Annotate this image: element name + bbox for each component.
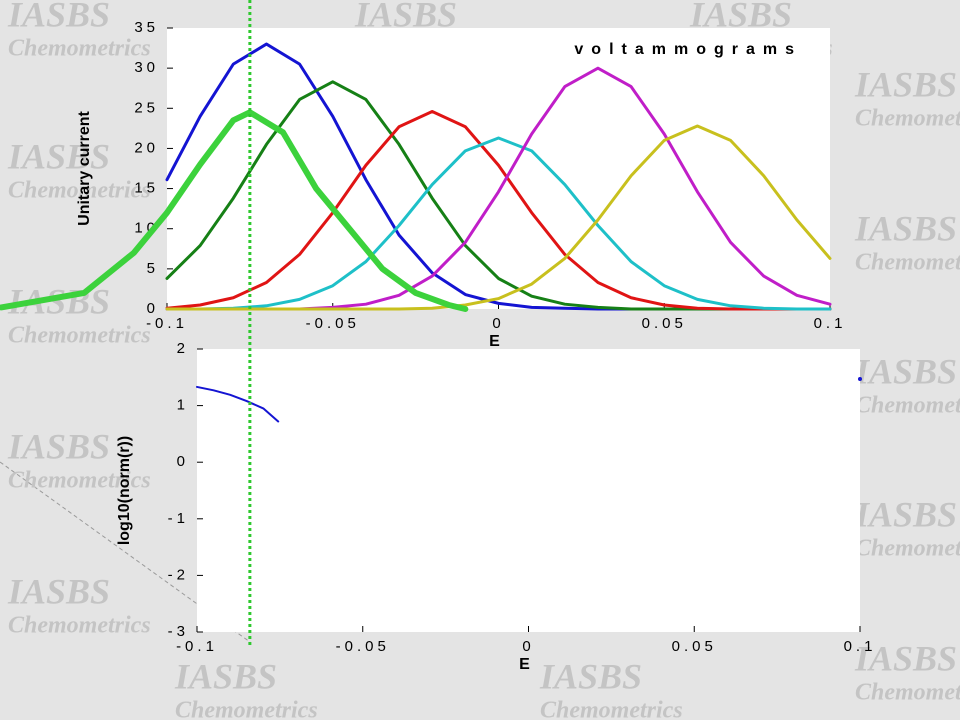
y-axis-label: log10(norm(r)) — [116, 436, 133, 545]
chart-title: voltammograms — [574, 41, 802, 58]
y-axis-label: Unitary current — [76, 110, 93, 225]
x-tick-label: 0.1 — [844, 638, 877, 655]
watermark-name: IASBS — [854, 64, 957, 104]
axes-background — [197, 349, 860, 632]
watermark-name: IASBS — [854, 351, 957, 391]
watermark-subtitle: Chemometrics — [8, 468, 151, 494]
y-tick-label: 20 — [134, 139, 159, 156]
y-tick-label: 0 — [177, 453, 189, 470]
x-tick-label: 0 — [492, 315, 504, 332]
y-tick-label: 35 — [134, 19, 159, 36]
data-point — [858, 376, 862, 381]
y-tick-label: 25 — [134, 99, 159, 116]
y-tick-label: 0 — [147, 300, 159, 317]
y-tick-label: 30 — [134, 59, 159, 76]
watermark-subtitle: Chemometrics — [540, 698, 683, 720]
y-tick-label: 1 — [177, 397, 189, 414]
watermark-name: IASBS — [539, 656, 642, 696]
y-tick-label: -1 — [168, 510, 189, 527]
data-line — [165, 136, 832, 311]
x-tick-label: -0.1 — [176, 638, 218, 655]
watermark-name: IASBS — [854, 638, 957, 678]
x-axis-label: E — [489, 333, 500, 350]
watermark-subtitle: Chemometrics — [855, 106, 960, 132]
watermark-subtitle: Chemometrics — [855, 536, 960, 562]
x-tick-label: -0.05 — [336, 638, 390, 655]
data-line — [165, 109, 832, 311]
watermark-subtitle: Chemometrics — [855, 250, 960, 276]
y-tick-label: -2 — [168, 566, 189, 583]
x-tick-label: 0 — [522, 638, 534, 655]
watermark-name: IASBS — [174, 656, 277, 696]
watermark-subtitle: Chemometrics — [855, 680, 960, 706]
watermark-subtitle: Chemometrics — [8, 36, 151, 62]
watermark-name: IASBS — [7, 0, 110, 34]
watermark-name: IASBS — [7, 136, 110, 176]
background-dashed-line — [0, 461, 251, 643]
y-tick-label: 2 — [177, 340, 189, 357]
axes-background — [167, 28, 830, 309]
y-tick-label: 5 — [147, 260, 159, 277]
watermark-name: IASBS — [7, 571, 110, 611]
watermark-subtitle: Chemometrics — [8, 323, 151, 349]
y-tick-label: -3 — [168, 623, 189, 640]
watermark-name: IASBS — [854, 208, 957, 248]
data-line — [0, 109, 469, 312]
watermark-subtitle: Chemometrics — [175, 698, 318, 720]
watermark-subtitle: Chemometrics — [8, 613, 151, 639]
y-tick-label: 15 — [134, 180, 159, 197]
x-tick-label: 0.05 — [642, 315, 687, 332]
x-tick-label: -0.05 — [306, 315, 360, 332]
data-line — [165, 124, 832, 311]
watermark-subtitle: Chemometrics — [8, 178, 151, 204]
x-tick-label: 0.1 — [814, 315, 847, 332]
watermark-name: IASBS — [7, 426, 110, 466]
watermark-name: IASBS — [854, 494, 957, 534]
x-tick-label: 0.05 — [672, 638, 717, 655]
x-axis-label: E — [519, 656, 530, 673]
data-line — [196, 385, 280, 423]
x-tick-label: -0.1 — [146, 315, 188, 332]
watermark-subtitle: Chemometrics — [855, 393, 960, 419]
